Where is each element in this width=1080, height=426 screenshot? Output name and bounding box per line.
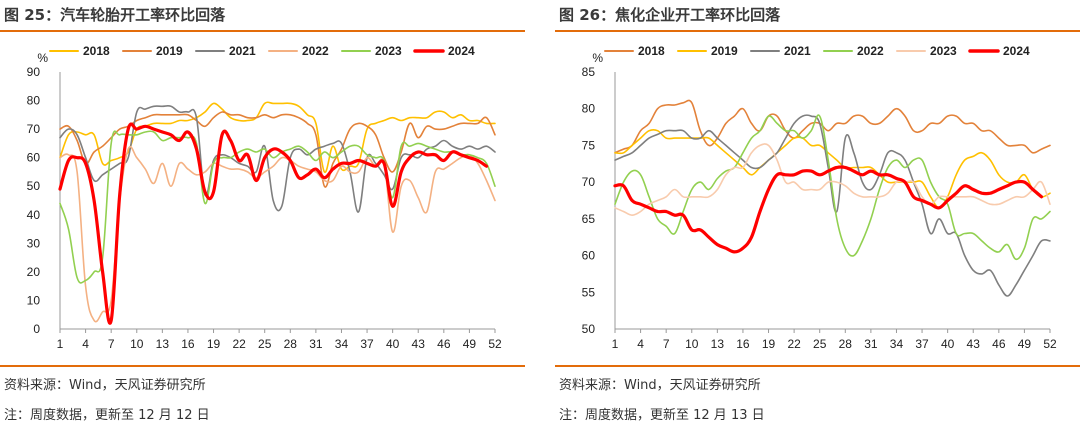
legend-label: 2018 <box>83 44 110 58</box>
x-tick-label: 52 <box>488 337 502 351</box>
line-chart-tire-utilization: % 0 10 20 30 40 50 60 70 80 90 1 4 7 10 13 16 19 22 25 28 31 3… <box>27 44 502 351</box>
y-tick-label: 80 <box>27 94 41 108</box>
x-tick-label: 1 <box>612 337 619 351</box>
y-tick-label: 50 <box>582 322 596 336</box>
y-unit-label: % <box>37 51 48 65</box>
series-line-2023 <box>59 130 496 284</box>
legend-label: 2021 <box>229 44 256 58</box>
x-tick-label: 37 <box>360 337 374 351</box>
legend-label: 2018 <box>638 44 665 58</box>
y-tick-label: 85 <box>582 65 596 79</box>
source-text: 资料来源：Wind，天风证券研究所 <box>559 378 761 393</box>
series-line-2018 <box>614 99 1051 154</box>
x-tick-label: 43 <box>412 337 426 351</box>
x-tick-label: 49 <box>463 337 477 351</box>
y-tick-label: 75 <box>582 138 596 152</box>
series-line-2022 <box>59 145 496 323</box>
source-text: 资料来源：Wind，天风证券研究所 <box>4 378 206 393</box>
legend-label: 2019 <box>156 44 183 58</box>
note-text: 注：周度数据，更新至 12 月 12 日 <box>4 408 210 423</box>
x-tick-label: 16 <box>181 337 195 351</box>
y-unit-label: % <box>592 51 603 65</box>
y-tick-label: 30 <box>27 236 41 250</box>
x-tick-label: 7 <box>663 337 670 351</box>
x-tick-label: 4 <box>637 337 644 351</box>
x-tick-label: 1 <box>57 337 64 351</box>
y-tick-label: 70 <box>582 175 596 189</box>
y-tick-label: 0 <box>33 322 40 336</box>
figure-title: 图 26：焦化企业开工率环比回落 <box>559 6 781 24</box>
x-tick-label: 10 <box>130 337 144 351</box>
legend-label: 2021 <box>784 44 811 58</box>
x-tick-label: 31 <box>309 337 323 351</box>
x-tick-label: 7 <box>108 337 115 351</box>
y-tick-label: 70 <box>27 122 41 136</box>
x-tick-label: 40 <box>386 337 400 351</box>
x-tick-label: 13 <box>156 337 170 351</box>
y-tick-label: 60 <box>582 249 596 263</box>
legend-label: 2022 <box>302 44 329 58</box>
y-tick-label: 65 <box>582 212 596 226</box>
y-tick-label: 40 <box>27 208 41 222</box>
x-tick-label: 16 <box>736 337 750 351</box>
legend-label: 2024 <box>1003 44 1030 58</box>
series-line-2021 <box>614 114 1051 297</box>
title-rule <box>0 30 525 32</box>
x-tick-label: 46 <box>437 337 451 351</box>
legend-label: 2024 <box>448 44 475 58</box>
x-tick-label: 34 <box>890 337 904 351</box>
x-tick-label: 25 <box>813 337 827 351</box>
y-tick-label: 80 <box>582 102 596 116</box>
footer-rule <box>555 365 1080 367</box>
x-tick-label: 22 <box>787 337 801 351</box>
series-line-2018 <box>59 101 496 173</box>
series-line-2024 <box>58 122 489 325</box>
x-tick-label: 19 <box>207 337 221 351</box>
x-tick-label: 52 <box>1043 337 1057 351</box>
x-tick-label: 40 <box>941 337 955 351</box>
x-tick-label: 46 <box>992 337 1006 351</box>
legend-label: 2023 <box>930 44 957 58</box>
x-tick-label: 25 <box>258 337 272 351</box>
legend-label: 2023 <box>375 44 402 58</box>
x-tick-label: 28 <box>839 337 853 351</box>
x-tick-label: 34 <box>335 337 349 351</box>
y-tick-label: 20 <box>27 265 41 279</box>
legend-label: 2019 <box>711 44 738 58</box>
x-tick-label: 37 <box>915 337 929 351</box>
y-tick-label: 10 <box>27 293 41 307</box>
series-line-2023 <box>614 143 1051 216</box>
chart-panel-left: 图 25：汽车轮胎开工率环比回落 % 0 10 20 30 40 50 60 70 80 90 1 4 7… <box>0 0 525 426</box>
series-line-2022 <box>614 114 1051 261</box>
x-tick-label: 49 <box>1018 337 1032 351</box>
x-tick-label: 22 <box>232 337 246 351</box>
x-tick-label: 43 <box>967 337 981 351</box>
x-tick-label: 4 <box>82 337 89 351</box>
chart-panel-right: 图 26：焦化企业开工率环比回落 % 50 55 60 65 70 75 80 85 1 4 7 10 1… <box>555 0 1080 426</box>
series-line-2019 <box>614 128 1051 209</box>
y-tick-label: 90 <box>27 65 41 79</box>
y-tick-label: 50 <box>27 179 41 193</box>
note-text: 注：周度数据，更新至 12 月 13 日 <box>559 408 765 423</box>
title-rule <box>555 30 1080 32</box>
line-chart-coking-utilization: % 50 55 60 65 70 75 80 85 1 4 7 10 13 16 19 22 25 28 31 34 37… <box>582 44 1057 351</box>
x-tick-label: 10 <box>685 337 699 351</box>
footer-rule <box>0 365 525 367</box>
y-tick-label: 60 <box>27 151 41 165</box>
series-line-2024 <box>613 165 1044 254</box>
y-tick-label: 55 <box>582 285 596 299</box>
x-tick-label: 31 <box>864 337 878 351</box>
legend-label: 2022 <box>857 44 884 58</box>
x-tick-label: 13 <box>711 337 725 351</box>
x-tick-label: 19 <box>762 337 776 351</box>
x-tick-label: 28 <box>284 337 298 351</box>
figure-title: 图 25：汽车轮胎开工率环比回落 <box>4 6 226 24</box>
